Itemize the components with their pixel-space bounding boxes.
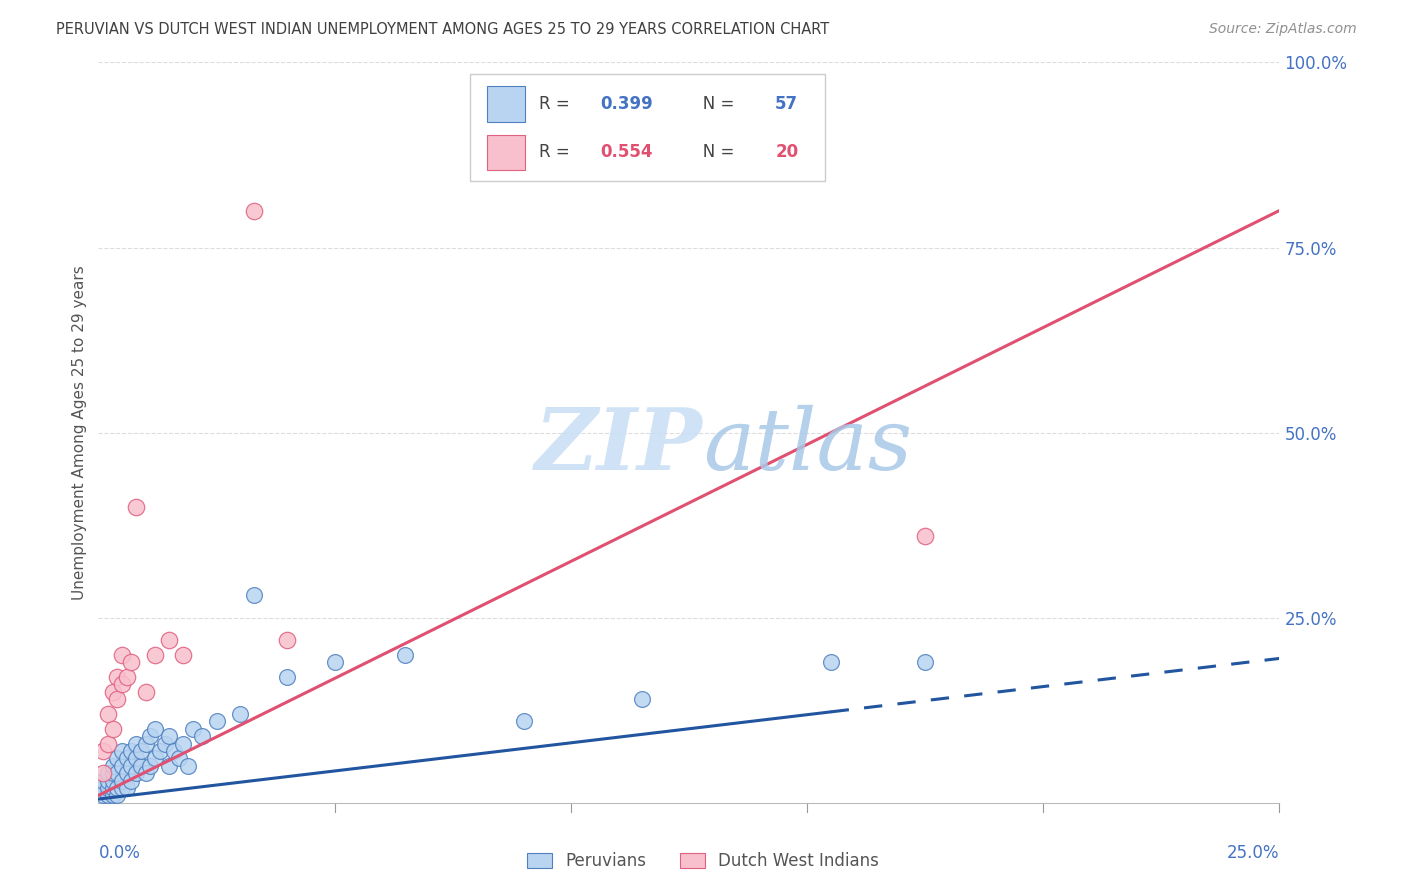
- Point: [115, 780, 138, 795]
- Point: [105, 789, 128, 803]
- Point: [125, 766, 148, 780]
- Point: [157, 729, 180, 743]
- Point: [97, 773, 120, 788]
- Point: [191, 729, 214, 743]
- Point: [276, 670, 298, 684]
- Point: [101, 789, 124, 803]
- Point: [276, 632, 298, 647]
- Point: [143, 722, 166, 736]
- Point: [97, 737, 120, 751]
- Point: [91, 780, 114, 795]
- Point: [97, 789, 120, 803]
- Point: [243, 589, 266, 603]
- Point: [111, 648, 134, 662]
- Point: [135, 685, 157, 699]
- Point: [323, 655, 346, 669]
- Point: [111, 758, 134, 772]
- FancyBboxPatch shape: [486, 87, 524, 122]
- Point: [115, 766, 138, 780]
- Point: [91, 766, 114, 780]
- Point: [91, 773, 114, 788]
- Text: 57: 57: [775, 95, 799, 113]
- Point: [205, 714, 228, 729]
- Point: [157, 758, 180, 772]
- Point: [115, 751, 138, 765]
- Text: ZIP: ZIP: [536, 404, 703, 488]
- Point: [125, 500, 148, 514]
- Point: [143, 751, 166, 765]
- Point: [167, 751, 190, 765]
- Point: [914, 655, 936, 669]
- Text: PERUVIAN VS DUTCH WEST INDIAN UNEMPLOYMENT AMONG AGES 25 TO 29 YEARS CORRELATION: PERUVIAN VS DUTCH WEST INDIAN UNEMPLOYME…: [56, 22, 830, 37]
- Point: [143, 648, 166, 662]
- Point: [101, 766, 124, 780]
- Point: [111, 780, 134, 795]
- FancyBboxPatch shape: [486, 135, 524, 170]
- Point: [101, 773, 124, 788]
- Text: atlas: atlas: [703, 405, 912, 487]
- Text: 20: 20: [775, 144, 799, 161]
- Point: [121, 744, 143, 758]
- Point: [129, 758, 152, 772]
- Point: [153, 737, 176, 751]
- Point: [91, 789, 114, 803]
- Text: N =: N =: [686, 95, 740, 113]
- Point: [115, 670, 138, 684]
- Text: 0.0%: 0.0%: [98, 844, 141, 862]
- Point: [101, 780, 124, 795]
- Point: [111, 744, 134, 758]
- Point: [229, 706, 252, 721]
- Point: [125, 737, 148, 751]
- Point: [121, 773, 143, 788]
- Point: [135, 766, 157, 780]
- Legend: Peruvians, Dutch West Indians: Peruvians, Dutch West Indians: [520, 846, 886, 877]
- Point: [111, 677, 134, 691]
- Text: N =: N =: [686, 144, 740, 161]
- Point: [149, 744, 172, 758]
- Point: [105, 780, 128, 795]
- Point: [97, 780, 120, 795]
- Point: [101, 722, 124, 736]
- Point: [243, 203, 266, 218]
- Point: [101, 685, 124, 699]
- Text: R =: R =: [538, 95, 575, 113]
- Point: [512, 714, 534, 729]
- Point: [97, 706, 120, 721]
- Point: [111, 773, 134, 788]
- Point: [139, 729, 162, 743]
- Point: [135, 737, 157, 751]
- Point: [394, 648, 416, 662]
- Text: R =: R =: [538, 144, 575, 161]
- Point: [129, 744, 152, 758]
- Point: [91, 744, 114, 758]
- Point: [172, 648, 194, 662]
- Text: 25.0%: 25.0%: [1227, 844, 1279, 862]
- Point: [105, 751, 128, 765]
- Point: [820, 655, 842, 669]
- Point: [97, 766, 120, 780]
- Point: [121, 655, 143, 669]
- Point: [105, 692, 128, 706]
- Point: [101, 758, 124, 772]
- Point: [105, 766, 128, 780]
- Point: [172, 737, 194, 751]
- Point: [157, 632, 180, 647]
- Point: [121, 758, 143, 772]
- Point: [105, 670, 128, 684]
- Point: [177, 758, 200, 772]
- Point: [181, 722, 204, 736]
- Text: Source: ZipAtlas.com: Source: ZipAtlas.com: [1209, 22, 1357, 37]
- Point: [125, 751, 148, 765]
- FancyBboxPatch shape: [471, 73, 825, 181]
- Point: [630, 692, 652, 706]
- Point: [163, 744, 186, 758]
- Text: 0.554: 0.554: [600, 144, 652, 161]
- Point: [914, 529, 936, 543]
- Text: 0.399: 0.399: [600, 95, 654, 113]
- Point: [139, 758, 162, 772]
- Y-axis label: Unemployment Among Ages 25 to 29 years: Unemployment Among Ages 25 to 29 years: [72, 265, 87, 600]
